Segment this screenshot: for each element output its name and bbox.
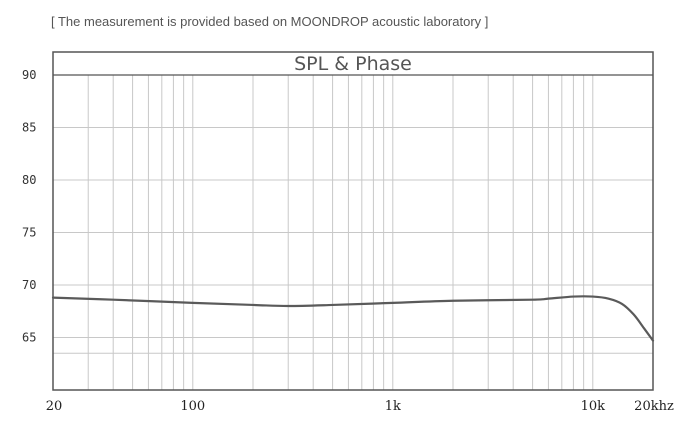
spl-curve bbox=[51, 295, 655, 342]
x-tick-label: 100 bbox=[180, 399, 205, 414]
y-tick-label: 75 bbox=[22, 226, 36, 240]
grid-layer bbox=[52, 75, 654, 391]
y-tick-label: 70 bbox=[22, 278, 36, 292]
chart-title: SPL & Phase bbox=[294, 53, 412, 75]
y-tick-label: 90 bbox=[22, 68, 36, 82]
plot-frame bbox=[52, 51, 654, 391]
x-tick-label: 1k bbox=[385, 399, 401, 414]
y-tick-labels: 90 85 80 75 70 65 bbox=[22, 68, 36, 345]
x-tick-label: 20 bbox=[46, 399, 63, 414]
y-tick-label: 65 bbox=[22, 331, 36, 345]
y-tick-label: 80 bbox=[22, 173, 36, 187]
y-tick-label: 85 bbox=[22, 121, 36, 135]
measurement-note: [ The measurement is provided based on M… bbox=[51, 14, 489, 29]
x-tick-label: 10k bbox=[581, 399, 606, 414]
x-tick-labels: 20 100 1k 10k 20khz bbox=[46, 399, 674, 414]
x-tick-label: 20khz bbox=[634, 399, 674, 414]
